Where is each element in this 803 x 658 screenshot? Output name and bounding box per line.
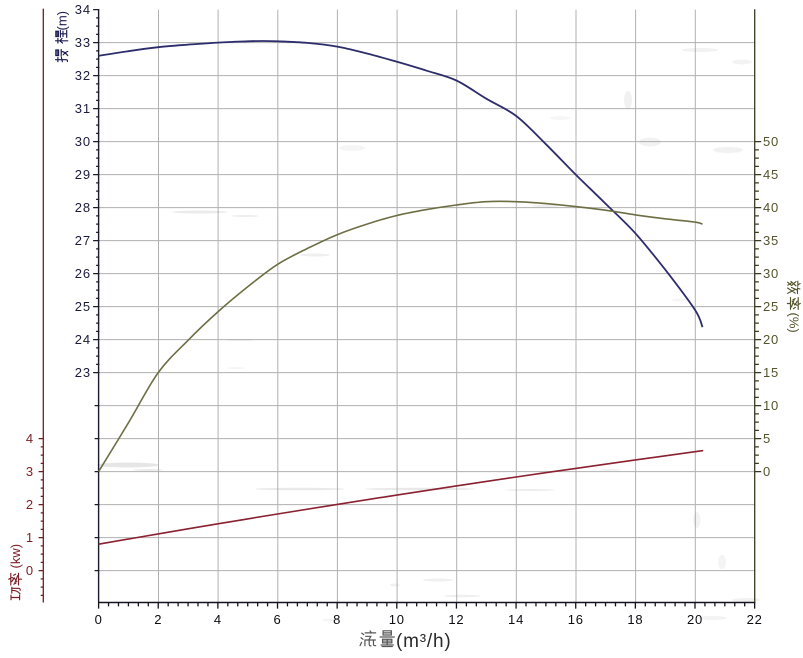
svg-text:8: 8 [333, 612, 341, 627]
svg-text:(m): (m) [54, 11, 69, 31]
svg-text:0: 0 [95, 612, 103, 627]
svg-text:10: 10 [389, 612, 405, 627]
svg-text:20: 20 [687, 612, 703, 627]
svg-text:2: 2 [26, 497, 34, 512]
svg-text:1: 1 [26, 530, 34, 545]
svg-text:25: 25 [763, 299, 779, 314]
svg-text:4: 4 [214, 612, 222, 627]
svg-text:40: 40 [763, 200, 779, 215]
svg-text:29: 29 [75, 167, 91, 182]
svg-text:4: 4 [26, 431, 34, 446]
svg-text:30: 30 [75, 134, 91, 149]
svg-text:23: 23 [75, 365, 91, 380]
svg-text:34: 34 [75, 2, 91, 17]
svg-text:18: 18 [627, 612, 643, 627]
svg-text:3: 3 [26, 464, 34, 479]
svg-text:25: 25 [75, 299, 91, 314]
svg-text:28: 28 [75, 200, 91, 215]
svg-text:30: 30 [763, 266, 779, 281]
svg-text:(m³/h): (m³/h) [396, 631, 451, 652]
svg-text:10: 10 [763, 398, 779, 413]
svg-text:45: 45 [763, 167, 779, 182]
svg-text:26: 26 [75, 266, 91, 281]
svg-text:12: 12 [448, 612, 464, 627]
svg-text:32: 32 [75, 68, 91, 83]
svg-text:16: 16 [568, 612, 584, 627]
svg-text:22: 22 [747, 612, 763, 627]
svg-text:33: 33 [75, 35, 91, 50]
svg-text:5: 5 [763, 431, 771, 446]
svg-text:20: 20 [763, 332, 779, 347]
svg-text:35: 35 [763, 233, 779, 248]
svg-text:50: 50 [763, 134, 779, 149]
svg-text:0: 0 [26, 563, 34, 578]
svg-text:6: 6 [274, 612, 282, 627]
svg-text:24: 24 [75, 332, 91, 347]
svg-text:2: 2 [154, 612, 162, 627]
svg-text:31: 31 [75, 101, 91, 116]
svg-text:15: 15 [763, 365, 779, 380]
svg-text:27: 27 [75, 233, 91, 248]
svg-text:14: 14 [508, 612, 524, 627]
svg-text:0: 0 [763, 464, 771, 479]
svg-text:(%): (%) [786, 313, 801, 333]
svg-text:(kw): (kw) [8, 544, 23, 569]
